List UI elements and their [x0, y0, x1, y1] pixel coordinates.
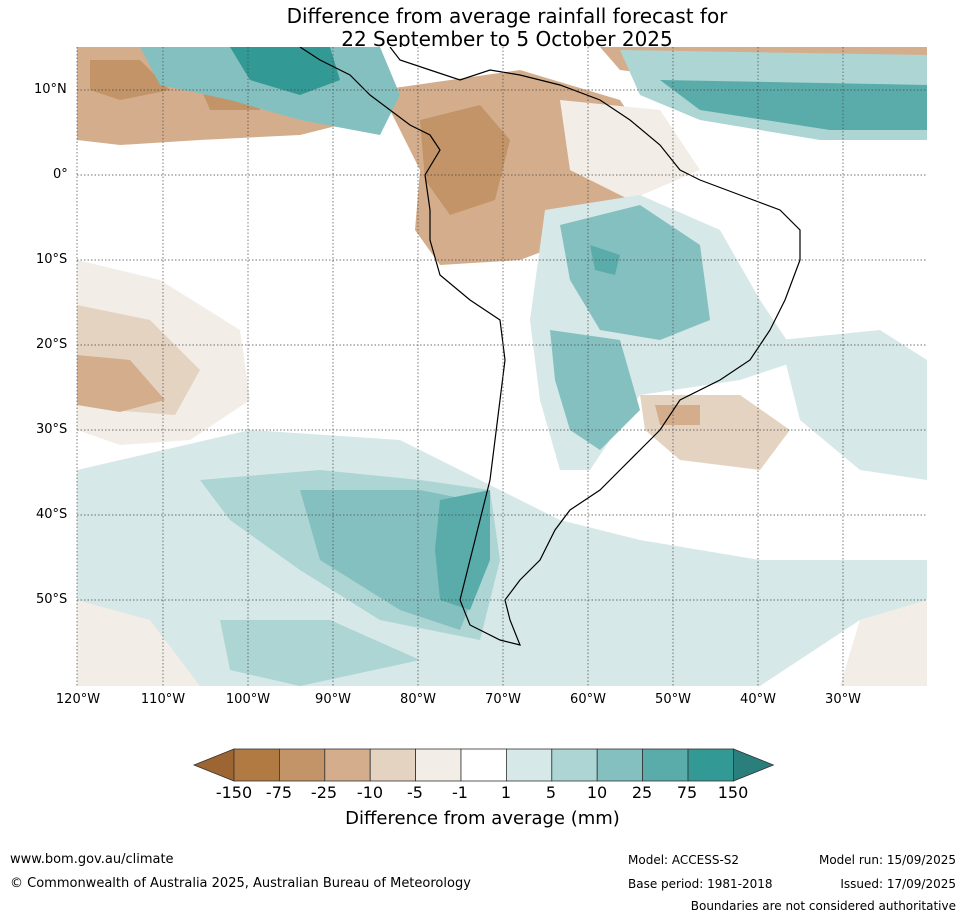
footer-url: www.bom.gov.au/climate: [10, 852, 174, 867]
wet-light-south-atlantic: [780, 330, 927, 480]
colorbar-cell: [324, 748, 371, 782]
colorbar-cell: [369, 748, 417, 782]
colorbar-cell: [415, 748, 462, 782]
colorbar-tick-label: -75: [265, 783, 293, 802]
wet-core-central-america: [230, 47, 340, 95]
wet-region-brazil: [560, 205, 710, 340]
colorbar-cell: [233, 748, 280, 782]
lat-label-10n: 10°N: [34, 82, 67, 97]
lon-label-60w: 60°W: [570, 692, 606, 707]
colorbar-tick-label: -1: [452, 783, 468, 802]
colorbar-cell: [551, 748, 598, 782]
colorbar-extend-low: [192, 748, 235, 782]
lat-label-20s: 20°S: [36, 337, 68, 352]
rainfall-anomaly-shading: [77, 47, 927, 686]
colorbar-cells: [192, 748, 775, 782]
footer-base-period: Base period: 1981-2018: [628, 877, 773, 891]
dry-light-southeast: [840, 600, 927, 686]
wet-core-atlantic-itcz: [660, 80, 927, 130]
colorbar-tick-label: -150: [215, 783, 253, 802]
dry-core-colombia: [420, 105, 510, 215]
footer-model: Model: ACCESS-S2: [628, 853, 740, 867]
footer-model-run: Model run: 15/09/2025: [818, 853, 956, 867]
lat-label-30s: 30°S: [36, 422, 68, 437]
footer-issued: Issued: 17/09/2025: [840, 877, 956, 891]
lon-label-70w: 70°W: [485, 692, 521, 707]
lon-label-110w: 110°W: [140, 692, 186, 707]
coastlines: [299, 47, 801, 646]
graticule: [76, 47, 927, 686]
colorbar-title: Difference from average (mm): [345, 808, 620, 829]
lat-label-40s: 40°S: [36, 507, 68, 522]
wet-region-paraguay: [550, 330, 640, 450]
lat-label-0: 0°: [53, 167, 68, 182]
rainfall-map: [76, 47, 927, 686]
footer-boundaries-note: Boundaries are not considered authoritat…: [690, 899, 956, 913]
colorbar-cell: [460, 748, 507, 782]
colorbar-cell: [278, 748, 326, 782]
colorbar-cell: [505, 748, 553, 782]
lon-label-90w: 90°W: [315, 692, 351, 707]
wet-region-south-pacific: [220, 620, 420, 686]
footer-copyright: © Commonwealth of Australia 2025, Austra…: [10, 876, 471, 891]
lon-label-100w: 100°W: [225, 692, 271, 707]
colorbar-tick-label: -5: [407, 783, 423, 802]
wet-region-patagonia: [300, 490, 480, 630]
lat-label-10s: 10°S: [36, 252, 68, 267]
wet-core-patagonia: [435, 490, 490, 610]
colorbar-cell: [687, 748, 734, 782]
dry-core-pacific: [77, 355, 165, 412]
colorbar-tick-label: 1: [500, 783, 512, 802]
colorbar-tick-label: 5: [545, 783, 557, 802]
colorbar-tick-label: 75: [676, 783, 698, 802]
lon-label-80w: 80°W: [400, 692, 436, 707]
map-title-line-1: Difference from average rainfall forecas…: [286, 4, 728, 28]
lon-label-120w: 120°W: [55, 692, 101, 707]
colorbar-tick-label: -25: [310, 783, 338, 802]
wet-core-brazil: [590, 245, 620, 275]
lat-label-50s: 50°S: [36, 592, 68, 607]
lon-label-40w: 40°W: [740, 692, 776, 707]
colorbar-tick-label: 25: [631, 783, 653, 802]
lon-label-50w: 50°W: [655, 692, 691, 707]
colorbar-cell: [642, 748, 689, 782]
colorbar-cell: [596, 748, 644, 782]
colorbar-tick-label: 10: [586, 783, 608, 802]
lon-label-30w: 30°W: [825, 692, 861, 707]
map-title-line-2: 22 September to 5 October 2025: [341, 27, 673, 51]
colorbar-extend-high: [733, 748, 775, 782]
colorbar-tick-label: -10: [356, 783, 384, 802]
colorbar-tick-label: 150: [717, 783, 749, 802]
south-america-coastline: [299, 47, 801, 646]
